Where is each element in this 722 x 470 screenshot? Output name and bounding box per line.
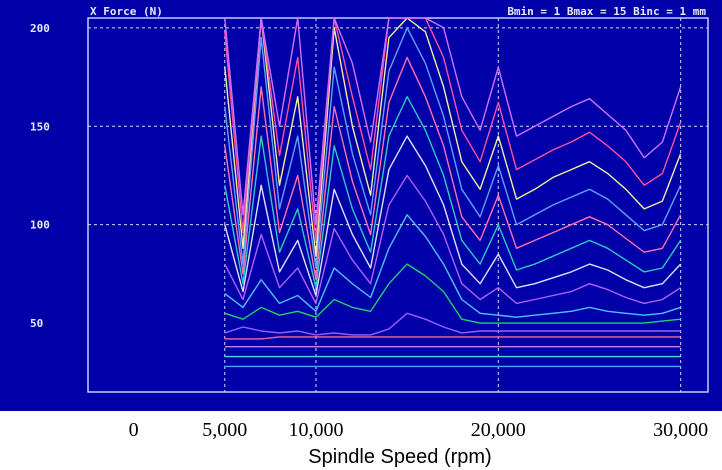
series-line-14 bbox=[224, 17, 682, 242]
series-line-8 bbox=[224, 174, 681, 305]
series-line-15 bbox=[224, 17, 682, 226]
series-line-9 bbox=[224, 135, 682, 297]
series-line-11 bbox=[224, 56, 682, 281]
series-line-7 bbox=[224, 214, 681, 318]
y-tick-label-1: 100 bbox=[30, 219, 50, 232]
y-tick-label-0: 50 bbox=[30, 317, 43, 330]
x-tick-label-2: 10,000 bbox=[288, 419, 343, 441]
series-line-5 bbox=[224, 312, 681, 336]
x-tick-label-1: 5,000 bbox=[202, 419, 247, 441]
chart-annotation: Bmin = 1 Bmax = 15 Binc = 1 mm bbox=[507, 5, 706, 18]
series-line-12 bbox=[224, 27, 682, 269]
series-line-6 bbox=[224, 263, 681, 324]
chart-title: X Force (N) bbox=[90, 5, 163, 18]
x-axis-label: Spindle Speed (rpm) bbox=[308, 446, 491, 468]
series-line-4 bbox=[224, 336, 681, 340]
x-tick-label-3: 20,000 bbox=[471, 419, 526, 441]
y-tick-labels: 50 100 150 200 bbox=[30, 22, 50, 330]
x-tick-label-4: 30,000 bbox=[653, 419, 708, 441]
series-line-13 bbox=[224, 17, 682, 257]
series-line-10 bbox=[224, 95, 682, 289]
y-tick-label-2: 150 bbox=[30, 120, 50, 133]
y-tick-label-3: 200 bbox=[30, 22, 50, 35]
series-group bbox=[224, 17, 682, 368]
x-tick-labels: 0 5,000 10,000 20,000 30,000 bbox=[129, 419, 709, 441]
grid-lines bbox=[88, 18, 708, 392]
x-tick-label-0: 0 bbox=[129, 419, 139, 441]
